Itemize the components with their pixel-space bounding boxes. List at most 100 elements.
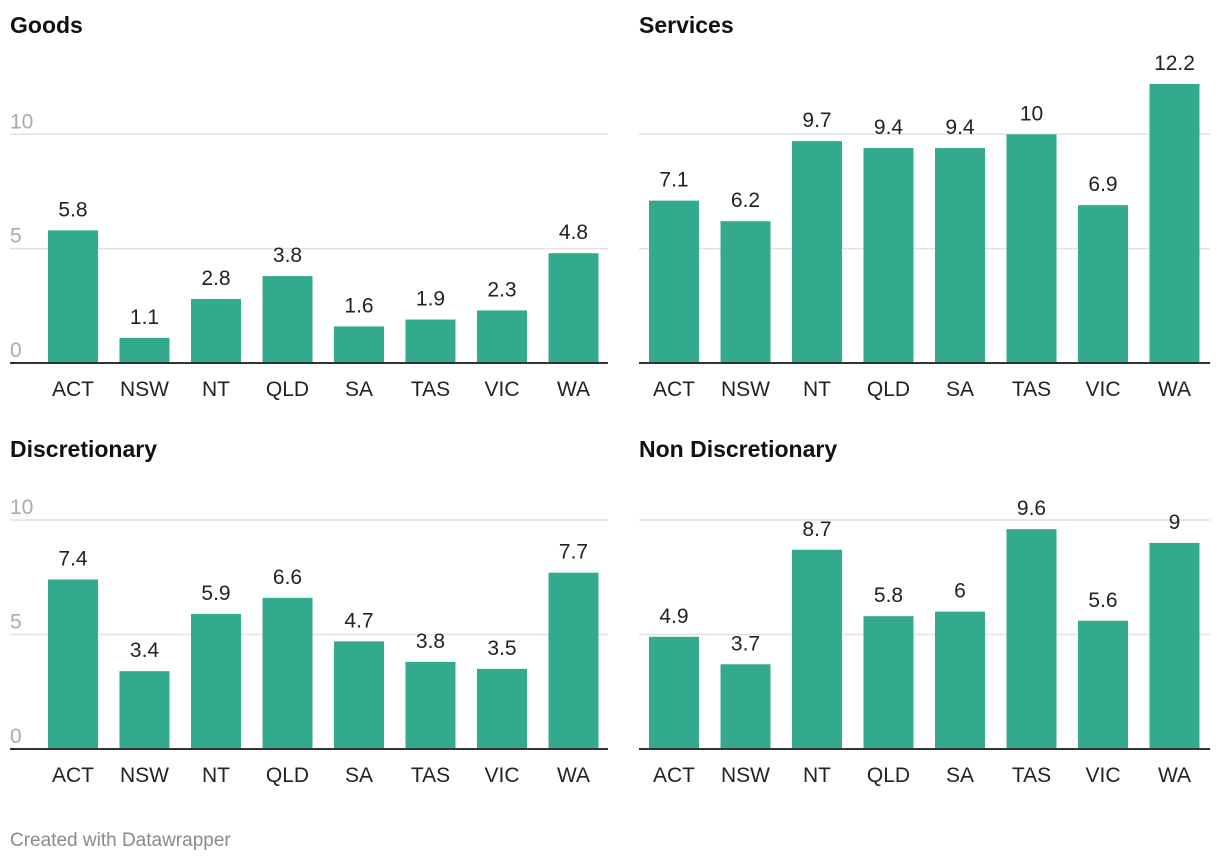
y-tick-label: 5 (10, 611, 22, 634)
bar-qld (863, 148, 914, 363)
bar-vic (477, 310, 527, 363)
bar-nsw (119, 671, 170, 749)
y-tick-label: 0 (10, 725, 22, 748)
category-label: QLD (266, 764, 309, 787)
bar-wa (548, 253, 599, 363)
category-label: VIC (484, 378, 519, 401)
category-label: NSW (120, 378, 169, 401)
bar-nt (792, 549, 842, 749)
bar-nsw (720, 221, 771, 363)
category-label: WA (1158, 764, 1191, 787)
value-label: 3.8 (416, 630, 445, 653)
bar-vic (1078, 205, 1128, 363)
category-label: NT (202, 378, 230, 401)
category-label: NSW (120, 764, 169, 787)
value-label: 6 (954, 580, 966, 603)
category-label: WA (557, 764, 590, 787)
bar-nt (792, 141, 842, 363)
category-label: NSW (721, 764, 770, 787)
category-label: ACT (52, 764, 94, 787)
non-discretionary-title: Non Discretionary (639, 436, 838, 462)
bar-wa (1149, 84, 1200, 363)
bar-sa (935, 148, 985, 363)
category-label: QLD (266, 378, 309, 401)
value-label: 1.1 (130, 306, 159, 329)
bar-nt (191, 613, 241, 749)
category-label: VIC (1085, 378, 1120, 401)
category-label: TAS (411, 764, 450, 787)
bar-tas (405, 661, 456, 749)
value-label: 9 (1169, 511, 1181, 534)
category-label: NT (803, 764, 831, 787)
footer-credit: Created with Datawrapper (10, 830, 231, 851)
value-label: 8.7 (802, 518, 831, 541)
category-label: SA (345, 764, 373, 787)
value-label: 6.9 (1088, 173, 1117, 196)
value-label: 5.8 (874, 584, 903, 607)
y-tick-label: 10 (10, 110, 33, 133)
value-label: 10 (1020, 102, 1043, 125)
category-label: SA (345, 378, 373, 401)
category-label: TAS (1012, 764, 1051, 787)
value-label: 5.6 (1088, 589, 1117, 612)
value-label: 7.4 (58, 548, 88, 571)
category-label: SA (946, 764, 974, 787)
bar-tas (405, 319, 456, 363)
category-label: VIC (484, 764, 519, 787)
services-title: Services (639, 12, 734, 38)
category-label: TAS (411, 378, 450, 401)
bar-act (48, 230, 98, 363)
category-label: WA (557, 378, 590, 401)
y-tick-label: 10 (10, 496, 33, 519)
bar-sa (935, 611, 985, 749)
bar-qld (262, 597, 313, 749)
category-label: SA (946, 378, 974, 401)
y-tick-label: 5 (10, 225, 22, 248)
bar-qld (262, 276, 313, 363)
bar-act (649, 200, 699, 363)
value-label: 4.7 (344, 609, 373, 632)
bar-wa (1149, 542, 1200, 749)
value-label: 9.6 (1017, 497, 1046, 520)
bar-wa (548, 572, 599, 749)
category-label: TAS (1012, 378, 1051, 401)
bar-act (48, 579, 98, 749)
bar-tas (1006, 134, 1057, 363)
category-label: WA (1158, 378, 1191, 401)
bar-nt (191, 298, 241, 363)
value-label: 2.8 (201, 267, 230, 290)
bar-sa (334, 641, 384, 749)
value-label: 6.2 (731, 189, 760, 212)
bar-nsw (119, 337, 170, 363)
bar-nsw (720, 664, 771, 749)
value-label: 12.2 (1154, 52, 1195, 75)
category-label: QLD (867, 378, 910, 401)
category-label: VIC (1085, 764, 1120, 787)
discretionary-title: Discretionary (10, 436, 158, 462)
category-label: ACT (653, 764, 695, 787)
category-label: NT (803, 378, 831, 401)
value-label: 9.4 (945, 116, 975, 139)
goods-title: Goods (10, 12, 83, 38)
value-label: 1.6 (344, 294, 373, 317)
value-label: 3.4 (130, 639, 160, 662)
value-label: 4.8 (559, 221, 588, 244)
bar-sa (334, 326, 384, 363)
value-label: 9.7 (802, 109, 831, 132)
bar-tas (1006, 529, 1057, 749)
value-label: 6.6 (273, 566, 302, 589)
bar-vic (1078, 620, 1128, 749)
value-label: 3.8 (273, 244, 302, 267)
value-label: 5.8 (58, 198, 87, 221)
category-label: ACT (653, 378, 695, 401)
y-tick-label: 0 (10, 339, 22, 362)
value-label: 9.4 (874, 116, 904, 139)
value-label: 7.1 (659, 169, 688, 192)
value-label: 7.7 (559, 541, 588, 564)
bar-act (649, 636, 699, 749)
value-label: 2.3 (487, 278, 516, 301)
bar-vic (477, 668, 527, 749)
category-label: QLD (867, 764, 910, 787)
value-label: 5.9 (201, 582, 230, 605)
